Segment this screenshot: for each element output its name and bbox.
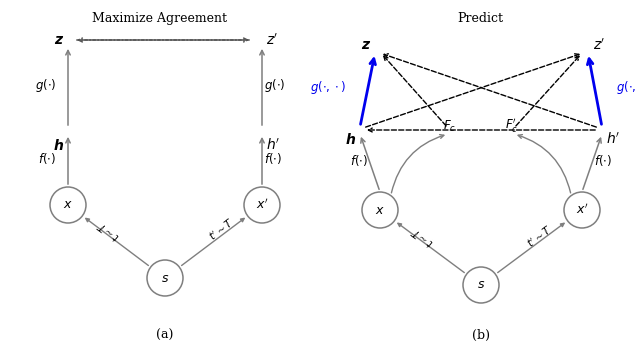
Text: $\boldsymbol{z'}$: $\boldsymbol{z'}$ [593,37,605,53]
Text: $t' \sim T$: $t' \sim T$ [524,222,555,250]
Text: $x$: $x$ [375,204,385,216]
Text: $\boldsymbol{z}$: $\boldsymbol{z}$ [54,33,64,47]
Circle shape [244,187,280,223]
Text: $s$: $s$ [161,271,169,285]
Text: $\boldsymbol{h}$: $\boldsymbol{h}$ [345,132,356,147]
Text: $g(\cdot,\cdot)$: $g(\cdot,\cdot)$ [310,79,346,96]
Text: $\boldsymbol{z'}$: $\boldsymbol{z'}$ [266,32,278,48]
Text: $x$: $x$ [63,198,73,212]
Text: $\boldsymbol{z}$: $\boldsymbol{z}$ [361,38,371,52]
Circle shape [564,192,600,228]
Circle shape [362,192,398,228]
Text: $F_c'$: $F_c'$ [506,116,518,134]
Text: $\boldsymbol{h'}$: $\boldsymbol{h'}$ [606,132,620,147]
Text: $f(\cdot)$: $f(\cdot)$ [38,151,56,166]
Text: $s$: $s$ [477,278,485,292]
Text: (b): (b) [472,329,490,341]
Text: $g(\cdot)$: $g(\cdot)$ [264,77,285,94]
Text: $F_c$: $F_c$ [444,119,456,134]
Text: $\boldsymbol{h'}$: $\boldsymbol{h'}$ [266,138,280,153]
Text: $f(\cdot)$: $f(\cdot)$ [594,153,612,168]
Text: Maximize Agreement: Maximize Agreement [93,12,227,25]
Text: $f(\cdot)$: $f(\cdot)$ [264,151,282,166]
Text: $g(\cdot)$: $g(\cdot)$ [35,77,56,94]
Text: $t \sim T$: $t \sim T$ [95,219,122,244]
Text: $t \sim T$: $t \sim T$ [408,224,436,250]
Circle shape [147,260,183,296]
Circle shape [50,187,86,223]
Text: $f(\cdot)$: $f(\cdot)$ [350,153,368,168]
Circle shape [463,267,499,303]
Text: (a): (a) [156,329,173,341]
Text: $x'$: $x'$ [256,198,268,212]
Text: $\boldsymbol{h}$: $\boldsymbol{h}$ [53,138,64,153]
Text: Predict: Predict [457,12,503,25]
Text: $g(\cdot,\cdot)$: $g(\cdot,\cdot)$ [616,79,640,96]
Text: $t' \sim T$: $t' \sim T$ [206,216,237,244]
Text: $x'$: $x'$ [576,203,588,217]
